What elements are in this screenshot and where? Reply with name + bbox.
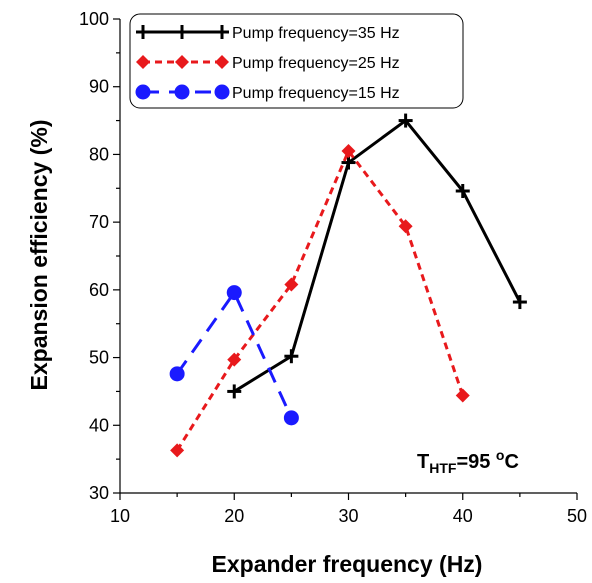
annotation-superscript: o	[496, 447, 505, 463]
series-3-point	[170, 366, 185, 381]
series-2	[170, 144, 470, 457]
legend: Pump frequency=35 Hz Pump frequency=25 Hz…	[130, 14, 463, 108]
y-tick-label: 70	[89, 212, 109, 232]
series-1-point	[513, 295, 527, 309]
legend-swatch-marker	[136, 85, 151, 100]
y-tick-label: 60	[89, 280, 109, 300]
x-tick-label: 30	[338, 506, 358, 526]
y-tick-label: 30	[89, 483, 109, 503]
y-tick-label: 40	[89, 415, 109, 435]
annotation-subscript: HTF	[429, 460, 457, 476]
series-2-line	[177, 151, 463, 450]
temperature-annotation: THTF=95 oC	[417, 447, 519, 476]
y-tick-label: 80	[89, 144, 109, 164]
x-tick-label: 50	[567, 506, 587, 526]
x-tick-label: 10	[110, 506, 130, 526]
y-tick-label: 90	[89, 77, 109, 97]
y-tick-label: 100	[79, 9, 109, 29]
x-axis-label: Expander frequency (Hz)	[212, 551, 483, 577]
legend-swatch-marker	[175, 85, 190, 100]
series-3-point	[227, 285, 242, 300]
series-1-point	[284, 349, 298, 363]
x-tick-label: 20	[224, 506, 244, 526]
y-axis-label: Expansion efficiency (%)	[26, 120, 52, 391]
y-tick-label: 50	[89, 348, 109, 368]
legend-label: Pump frequency=35 Hz	[232, 25, 400, 42]
legend-swatch-marker	[215, 85, 230, 100]
series-1	[227, 114, 527, 399]
x-tick-label: 40	[453, 506, 473, 526]
series-layer	[170, 114, 527, 458]
legend-label: Pump frequency=15 Hz	[232, 85, 400, 102]
series-2-point	[170, 443, 184, 457]
series-1-line	[234, 121, 520, 392]
legend-label: Pump frequency=25 Hz	[232, 55, 400, 72]
series-2-point	[456, 388, 470, 402]
series-3-point	[284, 410, 299, 425]
series-1-point	[227, 384, 241, 398]
